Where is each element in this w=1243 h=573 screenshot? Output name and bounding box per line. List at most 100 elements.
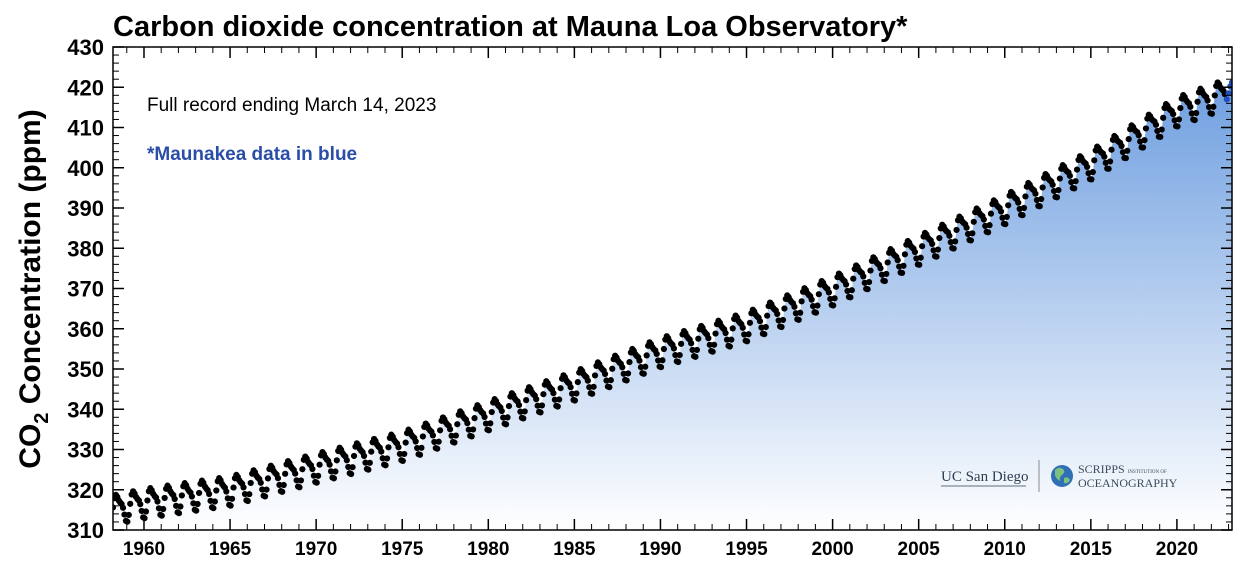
ml-data-point: [1211, 92, 1218, 99]
ml-data-point: [418, 444, 425, 451]
ml-data-point: [1020, 204, 1028, 212]
ml-data-point: [898, 269, 906, 277]
y-tick-label: 420: [67, 75, 104, 100]
ml-data-point: [502, 421, 510, 428]
ml-data-point: [693, 346, 700, 354]
x-tick-label: 1965: [209, 539, 252, 560]
ml-data-point: [299, 466, 306, 473]
ml-data-point: [1073, 166, 1081, 173]
ml-data-point: [378, 448, 385, 455]
ml-data-point: [830, 302, 837, 309]
ml-data-point: [705, 335, 712, 342]
ml-data-point: [1071, 185, 1078, 192]
ml-data-point: [657, 364, 665, 371]
ml-data-point: [154, 498, 161, 505]
ml-data-point: [636, 357, 643, 364]
ml-data-point: [556, 396, 563, 403]
ml-data-point: [498, 407, 505, 415]
ml-data-point: [471, 415, 478, 422]
ml-data-point: [865, 278, 873, 286]
ml-data-point: [177, 503, 184, 510]
ml-data-point: [762, 324, 769, 331]
y-tick-label: 390: [67, 196, 104, 221]
ml-data-point: [487, 420, 494, 427]
ml-data-point: [360, 452, 368, 460]
ml-data-point: [1055, 187, 1062, 194]
ml-data-point: [946, 232, 953, 239]
ml-data-point: [815, 291, 822, 298]
ml-data-point: [332, 468, 339, 475]
scripps-logo-line1: SCRIPPS INSTITUTION OF: [1078, 462, 1167, 476]
x-tick-label: 1960: [123, 539, 165, 560]
y-axis-label-sub: 2: [31, 413, 53, 424]
ml-data-point: [210, 505, 217, 512]
ml-data-point: [504, 414, 511, 421]
ml-data-point: [1124, 147, 1131, 154]
ml-data-point: [246, 491, 253, 498]
ml-data-point: [1056, 175, 1063, 182]
x-tick-label: 2015: [1070, 539, 1113, 560]
ml-data-point: [986, 222, 993, 229]
ml-data-point: [590, 383, 597, 390]
area-fill: [113, 82, 1232, 530]
ml-data-point: [950, 245, 957, 252]
x-axis-tick-labels: 1960 1965 1970 1975 1980 1985 1990 1995 2000 2005…: [123, 539, 1198, 560]
ml-data-point: [643, 352, 650, 359]
ml-data-point: [469, 426, 477, 433]
ml-data-point: [726, 343, 733, 350]
ml-data-point: [901, 251, 909, 258]
ml-data-point: [223, 488, 230, 495]
ml-data-point: [864, 286, 871, 293]
ml-data-point: [1038, 195, 1045, 203]
ml-data-point: [309, 465, 316, 473]
ml-data-point: [1022, 193, 1029, 200]
ml-data-point: [706, 341, 713, 348]
y-tick-label: 330: [67, 438, 104, 463]
ml-data-point: [934, 246, 942, 253]
ml-data-point: [1084, 163, 1091, 170]
ml-data-point: [399, 457, 406, 465]
ml-data-point: [761, 331, 768, 338]
ml-data-point: [589, 390, 596, 397]
ml-data-point: [1152, 121, 1160, 128]
ml-data-point: [676, 352, 683, 359]
ml-data-point: [523, 397, 530, 404]
ml-data-point: [296, 484, 303, 491]
ml-data-point: [764, 312, 771, 319]
ml-data-point: [831, 295, 838, 302]
ml-data-point: [573, 390, 580, 397]
ml-data-point: [178, 492, 185, 499]
ml-data-point: [894, 257, 901, 264]
ml-data-point: [454, 421, 461, 428]
ml-data-point: [728, 336, 735, 343]
ml-data-point: [571, 397, 579, 404]
ml-data-point: [1210, 103, 1217, 110]
ml-data-point: [606, 384, 613, 391]
ml-data-point: [195, 489, 203, 497]
ml-data-point: [447, 426, 454, 433]
ml-data-point: [969, 230, 976, 237]
ml-data-point: [980, 216, 987, 223]
ml-data-point: [850, 275, 857, 282]
ml-data-point: [1187, 103, 1194, 110]
ml-data-point: [692, 353, 699, 360]
ml-data-point: [1174, 123, 1181, 130]
ml-data-point: [624, 370, 632, 377]
ml-data-point: [672, 352, 679, 359]
ml-data-point: [247, 479, 254, 487]
ml-data-point: [1101, 153, 1108, 160]
ml-data-point: [584, 377, 591, 384]
ml-data-point: [141, 515, 148, 522]
mk-data-point: [1228, 79, 1232, 86]
ml-data-point: [520, 415, 527, 422]
ml-data-point: [911, 248, 919, 256]
ml-data-point: [557, 385, 564, 392]
ml-data-point: [213, 487, 220, 494]
y-tick-label: 320: [67, 478, 104, 503]
ml-data-point: [670, 345, 678, 352]
ml-data-point: [877, 265, 884, 272]
ml-data-point: [1039, 184, 1046, 191]
ml-data-point: [798, 298, 805, 305]
ml-data-point: [533, 396, 540, 403]
